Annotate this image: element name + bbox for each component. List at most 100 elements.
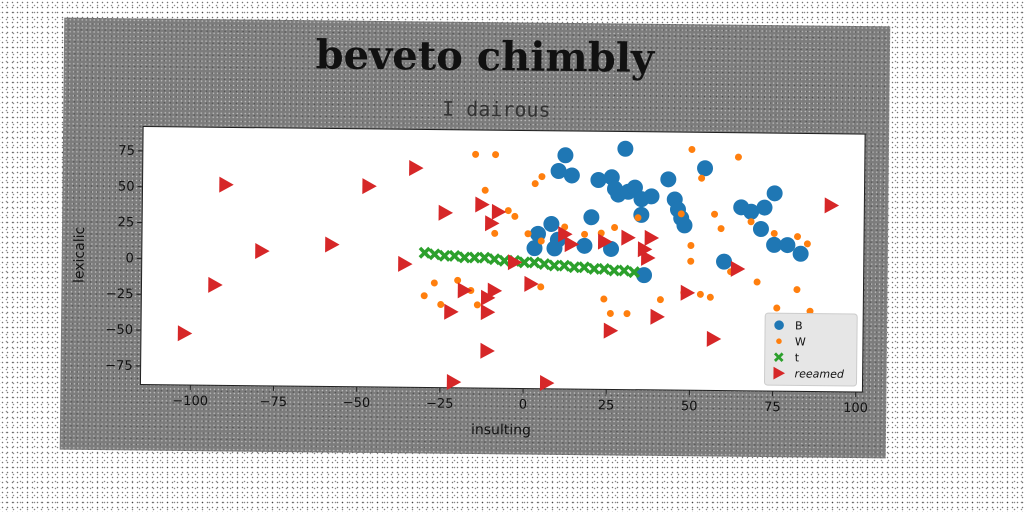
point-w xyxy=(472,150,480,158)
point-b xyxy=(697,160,714,177)
point-t xyxy=(448,249,461,262)
point-w xyxy=(537,237,545,245)
point-reeamed xyxy=(444,303,459,320)
x-axis-label: insulting xyxy=(471,422,531,439)
point-w xyxy=(606,309,614,317)
point-reeamed xyxy=(641,249,656,266)
point-b xyxy=(643,188,660,205)
point-reeamed xyxy=(706,330,722,347)
point-t xyxy=(558,259,571,272)
legend-label: W xyxy=(795,335,806,348)
point-b xyxy=(590,172,607,189)
point-w xyxy=(687,257,695,265)
point-reeamed xyxy=(485,215,500,232)
point-b xyxy=(716,253,733,270)
point-reeamed xyxy=(539,374,555,391)
point-w xyxy=(711,210,719,218)
point-w xyxy=(473,301,481,309)
point-b xyxy=(743,203,760,220)
point-w xyxy=(611,223,619,231)
point-b xyxy=(563,167,580,184)
point-w xyxy=(773,304,781,312)
point-b xyxy=(550,163,567,180)
point-t xyxy=(438,249,451,262)
point-t xyxy=(418,246,431,259)
point-w xyxy=(437,301,445,309)
point-t xyxy=(618,264,631,277)
point-w xyxy=(600,295,608,303)
point-reeamed xyxy=(446,373,462,390)
point-t xyxy=(468,251,481,264)
legend-label: reeamed xyxy=(795,367,845,381)
point-reeamed xyxy=(824,197,840,214)
point-w xyxy=(770,229,778,237)
legend-marker-reeamed xyxy=(773,366,786,380)
point-reeamed xyxy=(487,282,503,299)
point-b xyxy=(779,237,796,254)
point-w xyxy=(511,212,519,220)
point-b xyxy=(546,240,563,257)
point-w xyxy=(677,210,685,218)
data-marks xyxy=(177,140,840,391)
point-w xyxy=(687,241,695,249)
point-t xyxy=(548,259,561,272)
point-reeamed xyxy=(650,308,665,325)
point-t xyxy=(598,262,611,275)
point-reeamed xyxy=(362,178,377,195)
point-reeamed xyxy=(597,233,613,250)
point-w xyxy=(688,145,696,153)
x-tick-label: −50 xyxy=(343,396,371,411)
point-w xyxy=(531,180,539,188)
point-t xyxy=(478,251,491,264)
point-w xyxy=(753,278,761,286)
point-w xyxy=(492,151,500,159)
y-tick-label: −50 xyxy=(105,323,133,338)
x-tick-label: −100 xyxy=(172,394,208,409)
point-w xyxy=(420,292,428,300)
point-reeamed xyxy=(398,255,413,272)
y-tick-label: 25 xyxy=(118,215,135,230)
point-b xyxy=(766,236,783,253)
chart-figure: beveto chimbly I dairous −100 −75 −50 −25 0 2… xyxy=(59,17,891,459)
point-b xyxy=(557,147,574,164)
point-reeamed xyxy=(475,196,490,213)
point-t xyxy=(568,261,581,274)
y-tick-label: 0 xyxy=(125,251,133,266)
y-tick-label: −75 xyxy=(105,359,133,374)
point-w xyxy=(747,218,755,226)
point-t xyxy=(538,257,551,271)
point-w xyxy=(623,310,631,318)
x-tick-label: −25 xyxy=(426,396,454,411)
point-w xyxy=(793,286,801,294)
point-w xyxy=(504,207,512,215)
point-reeamed xyxy=(325,236,340,253)
point-b xyxy=(603,240,620,257)
point-b xyxy=(583,209,600,226)
point-w xyxy=(656,296,664,304)
point-reeamed xyxy=(219,176,234,193)
chart-title: beveto chimbly xyxy=(315,31,656,82)
point-reeamed xyxy=(457,282,473,299)
point-w xyxy=(793,233,801,241)
legend-marker-b xyxy=(774,320,784,330)
y-tick-label: 50 xyxy=(118,179,135,194)
point-b xyxy=(756,199,773,216)
point-w xyxy=(581,230,589,238)
y-axis-label: lexicalic xyxy=(72,227,89,283)
point-b xyxy=(576,237,593,254)
point-b xyxy=(752,221,769,238)
point-reeamed xyxy=(524,275,539,292)
point-reeamed xyxy=(507,254,523,271)
point-w xyxy=(717,225,725,233)
point-t xyxy=(528,256,541,269)
point-t xyxy=(518,256,531,269)
point-b xyxy=(792,245,809,262)
point-w xyxy=(698,174,706,182)
x-tick-label: −75 xyxy=(260,395,288,410)
point-t xyxy=(628,266,641,279)
legend-marker-w xyxy=(776,338,782,344)
point-t xyxy=(428,248,441,261)
axis-ticks: −100 −75 −50 −25 0 25 50 75 100 −75 −50 −25 0 25 50 75 xyxy=(105,144,868,416)
point-w xyxy=(430,279,438,287)
point-w xyxy=(537,283,545,291)
